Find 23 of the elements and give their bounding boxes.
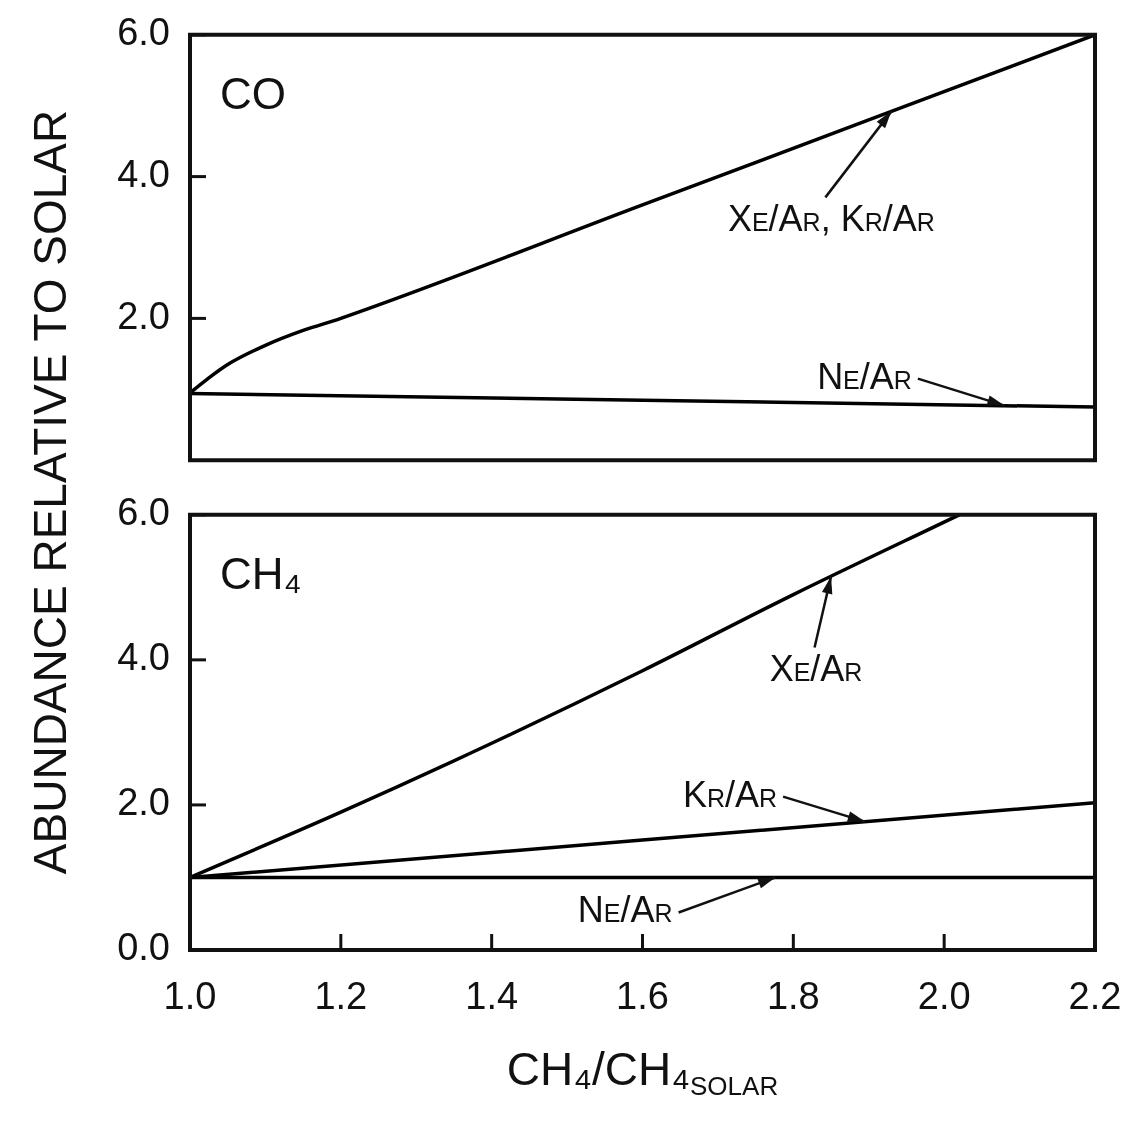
y-tick-label: 2.0 [117,294,170,337]
x-tick-label: 2.0 [917,975,971,1018]
x-tick-label: 1.2 [314,975,368,1018]
y-tick-label: 6.0 [117,11,170,54]
annotation: Xe/Ar [769,648,863,690]
y-tick-label: 6.0 [117,491,170,534]
x-tick-label: 1.4 [465,975,519,1018]
y-tick-label: 2.0 [117,781,170,824]
x-tick-label: 1.6 [616,975,669,1018]
annotation: Xe/Ar, Kr/Ar [727,198,935,240]
x-tick-label: 2.2 [1068,975,1122,1018]
x-axis-title: CH₄/CH₄$_{SOLAR}$ [505,1042,780,1103]
y-tick-label: 0.0 [117,926,170,969]
annotation: CH₄ [220,548,302,598]
annotation: Ne/Ar [577,889,673,931]
annotation: Ne/Ar [817,355,912,397]
annotation: CO [220,68,286,118]
y-axis-title: ABUNDANCE RELATIVE TO SOLAR [23,109,77,875]
x-tick-label: 1.8 [766,975,820,1018]
annotation: Kr/Ar [682,773,778,815]
y-tick-label: 4.0 [117,636,170,679]
x-tick-label: 1.0 [163,975,217,1018]
y-tick-label: 4.0 [117,153,170,196]
